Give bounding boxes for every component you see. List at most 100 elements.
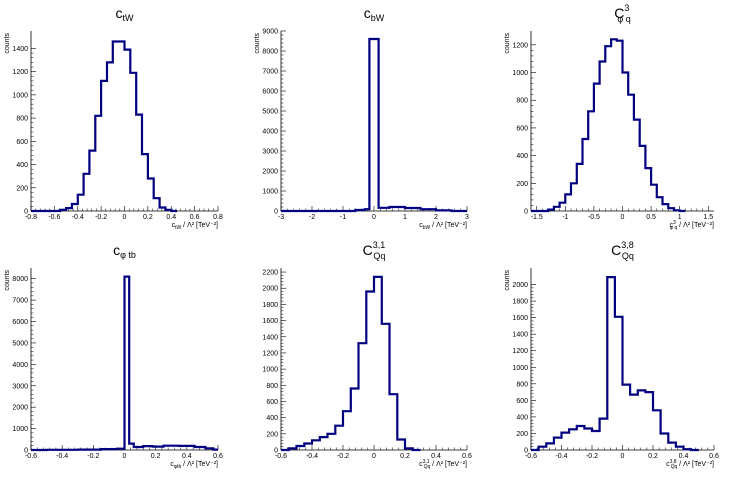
histogram-series <box>531 276 699 452</box>
y-axis-label: counts <box>504 270 511 291</box>
y-tick-label: 800 <box>16 116 28 123</box>
y-tick-label: 3000 <box>12 383 28 390</box>
histogram-bin <box>611 39 617 211</box>
y-tick-label: 200 <box>16 185 28 192</box>
histogram-bin <box>645 392 653 450</box>
y-tick-label: 2200 <box>262 270 278 277</box>
y-tick-label: 6000 <box>12 319 28 326</box>
x-tick-label: 0 <box>372 214 376 221</box>
histogram-bin <box>119 41 125 211</box>
x-tick-label: -0.4 <box>555 453 567 460</box>
y-tick-label: 1000 <box>12 92 28 99</box>
y-tick-label: 0 <box>274 448 278 455</box>
x-axis-label: c3,1 Qq / Λ² [TeV⁻²] <box>419 459 467 470</box>
y-tick-label: 0 <box>524 448 528 455</box>
y-axis-label: counts <box>4 270 11 291</box>
y-tick-label: 1400 <box>12 46 28 53</box>
histogram-bin <box>366 291 374 450</box>
histogram-bin <box>320 437 328 450</box>
y-tick-label: 1600 <box>512 315 528 322</box>
x-axis-label: ctW / Λ² [TeV⁻²] <box>172 222 218 231</box>
histogram-bin <box>630 395 638 450</box>
histogram-bin <box>328 434 336 450</box>
panel-title: cφ tb <box>113 242 136 260</box>
histogram-bin <box>107 62 113 211</box>
histogram-panel-5: -0.6 -0.4 -0.2 0 0.2 0.4 0.6 0 200 400 600 800 1000 1… <box>262 240 472 470</box>
y-tick-label: 800 <box>516 381 528 388</box>
x-tick-label: 0.6 <box>462 453 472 460</box>
y-tick-label: 1000 <box>262 189 278 196</box>
y-tick-label: 8000 <box>12 276 28 283</box>
histogram-bin <box>312 440 320 450</box>
histogram-bin <box>113 41 119 211</box>
histogram-bin <box>369 39 378 211</box>
y-tick-label: 0 <box>24 209 28 216</box>
y-tick-label: 1800 <box>512 299 528 306</box>
y-tick-label: 1000 <box>262 367 278 374</box>
panel-title: C3,1 Qq <box>363 240 386 261</box>
histogram-bin <box>335 426 343 450</box>
x-axis-label: cbW / Λ² [TeV⁻²] <box>419 222 467 231</box>
y-tick-label: 200 <box>516 181 528 188</box>
y-tick-label: 2000 <box>262 286 278 293</box>
histogram-bin <box>584 428 592 450</box>
y-tick-label: 400 <box>266 415 278 422</box>
y-tick-label: 2000 <box>262 169 278 176</box>
x-axis-label: c3,8 Qq / Λ² [TeV⁻²] <box>666 459 714 470</box>
histogram-bin <box>653 410 661 450</box>
x-tick-label: -1 <box>340 214 346 221</box>
histogram-bin <box>343 411 351 450</box>
x-tick-label: 0.6 <box>709 453 719 460</box>
panel-title: cbW <box>364 5 385 23</box>
histogram-series <box>31 275 218 452</box>
histogram-bin <box>600 419 608 450</box>
panel-title: ctW <box>116 5 135 23</box>
x-tick-label: 0.2 <box>648 453 658 460</box>
x-tick-label: 0.2 <box>151 453 161 460</box>
x-tick-label: -0.6 <box>275 453 287 460</box>
histogram-bin <box>351 389 359 450</box>
x-tick-label: 1.5 <box>703 214 713 221</box>
histogram-series <box>281 275 421 452</box>
histogram-panel-6: -0.6 -0.4 -0.2 0 0.2 0.4 0.6 0 200 400 600 800 1000 1… <box>504 240 719 470</box>
histogram-bin <box>615 317 623 450</box>
x-tick-label: -3 <box>278 214 284 221</box>
x-tick-label: 0.4 <box>166 214 176 221</box>
x-tick-label: 0.6 <box>190 214 200 221</box>
x-axis-label: cφtb / Λ² [TeV⁻²] <box>170 461 218 470</box>
y-axis-label: counts <box>4 33 11 54</box>
x-tick-label: -0.8 <box>25 214 37 221</box>
y-tick-label: 1200 <box>262 350 278 357</box>
histogram-bin <box>638 390 646 450</box>
y-tick-label: 1200 <box>512 348 528 355</box>
histogram-bin <box>605 46 611 211</box>
y-tick-label: 9000 <box>262 29 278 36</box>
histogram-panel-1: -0.8 -0.6 -0.4 -0.2 0 0.2 0.4 0.6 0.8 0 200 400 600 8… <box>4 5 223 231</box>
y-tick-label: 1600 <box>262 318 278 325</box>
y-axis-label: counts <box>504 33 511 54</box>
y-tick-label: 200 <box>516 431 528 438</box>
x-tick-label: 0.8 <box>213 214 223 221</box>
y-tick-label: 1400 <box>512 332 528 339</box>
x-tick-label: -0.4 <box>72 214 84 221</box>
x-tick-label: 0.2 <box>400 453 410 460</box>
histogram-panel-2: -3 -2 -1 0 1 2 3 0 1000 2000 3000 4000 5000 6000 7000 8… <box>254 5 469 231</box>
x-tick-label: 0.6 <box>213 453 223 460</box>
y-tick-label: 1400 <box>262 334 278 341</box>
y-tick-label: 4000 <box>12 362 28 369</box>
y-tick-label: 0 <box>24 448 28 455</box>
y-tick-label: 200 <box>266 431 278 438</box>
y-tick-label: 7000 <box>12 298 28 305</box>
x-tick-label: -0.6 <box>525 453 537 460</box>
y-tick-label: 1800 <box>262 302 278 309</box>
x-tick-label: 2 <box>434 214 438 221</box>
x-tick-label: 1 <box>678 214 682 221</box>
y-tick-label: 2000 <box>512 282 528 289</box>
y-tick-label: 7000 <box>262 69 278 76</box>
y-tick-label: 600 <box>516 125 528 132</box>
panel-title: C3,8 Qq <box>611 240 634 261</box>
x-tick-label: 0.4 <box>182 453 192 460</box>
y-tick-label: 5000 <box>12 340 28 347</box>
y-tick-label: 6000 <box>262 89 278 96</box>
x-axis-label: c3 φ q / Λ² [TeV⁻²] <box>670 220 715 231</box>
